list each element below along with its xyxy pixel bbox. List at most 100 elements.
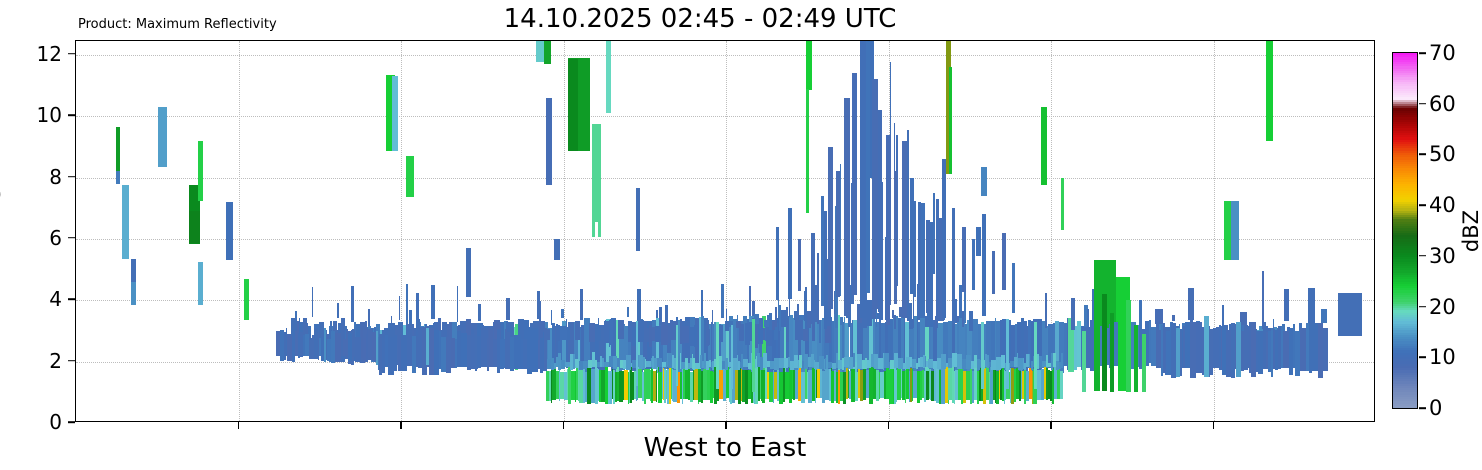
colorbar-segment xyxy=(1393,245,1417,249)
colorbar-segment xyxy=(1393,291,1417,295)
reflectivity-column xyxy=(477,322,483,347)
reflectivity-column xyxy=(949,67,952,175)
reflectivity-column xyxy=(1338,292,1362,336)
reflectivity-column xyxy=(636,188,640,252)
reflectivity-column xyxy=(1261,270,1264,329)
reflectivity-column xyxy=(792,317,799,381)
reflectivity-column xyxy=(962,310,964,328)
reflectivity-column xyxy=(1041,321,1047,369)
reflectivity-column xyxy=(748,285,751,317)
reflectivity-column xyxy=(1051,368,1054,404)
reflectivity-column xyxy=(779,371,783,404)
reflectivity-column xyxy=(798,355,803,369)
colorbar-segment xyxy=(1393,154,1417,158)
reflectivity-column xyxy=(792,369,794,399)
reflectivity-column xyxy=(710,362,712,368)
reflectivity-column xyxy=(784,358,788,369)
reflectivity-column xyxy=(131,258,136,282)
reflectivity-column xyxy=(866,41,874,178)
reflectivity-column xyxy=(764,324,767,342)
colorbar-tick-mark xyxy=(1419,153,1426,156)
colorbar-segment xyxy=(1393,353,1417,357)
reflectivity-column xyxy=(1054,320,1059,371)
reflectivity-column xyxy=(919,317,926,379)
reflectivity-column xyxy=(973,355,977,369)
reflectivity-column xyxy=(741,369,745,402)
colorbar-segment xyxy=(1393,180,1417,184)
colorbar-segment xyxy=(1393,238,1417,242)
reflectivity-column xyxy=(343,338,347,356)
reflectivity-column xyxy=(367,328,373,361)
reflectivity-column xyxy=(872,315,876,380)
reflectivity-column xyxy=(303,335,305,356)
reflectivity-column xyxy=(735,367,738,401)
colorbar-segment xyxy=(1393,92,1417,96)
y-tick-mark xyxy=(68,114,75,116)
reflectivity-column xyxy=(634,370,636,399)
reflectivity-column xyxy=(1041,361,1047,367)
reflectivity-column xyxy=(918,322,920,378)
reflectivity-column xyxy=(761,366,763,402)
reflectivity-column xyxy=(917,358,920,368)
colorbar-segment xyxy=(1393,380,1417,384)
reflectivity-column xyxy=(710,322,713,376)
reflectivity-column xyxy=(958,316,965,375)
y-tick-label: 4 xyxy=(49,287,62,312)
colorbar-tick-label: 10 xyxy=(1429,345,1456,370)
reflectivity-column xyxy=(297,321,300,340)
reflectivity-column xyxy=(1309,325,1313,374)
reflectivity-column xyxy=(551,358,555,370)
reflectivity-column xyxy=(963,370,967,403)
reflectivity-column xyxy=(1030,360,1033,371)
reflectivity-column xyxy=(818,320,822,343)
y-tick-mark xyxy=(68,237,75,239)
reflectivity-column xyxy=(1014,356,1018,368)
reflectivity-column xyxy=(1274,329,1278,371)
reflectivity-column xyxy=(1029,368,1033,399)
colorbar-segment xyxy=(1393,118,1417,122)
reflectivity-column xyxy=(677,356,680,370)
reflectivity-column xyxy=(244,278,249,321)
colorbar-segment xyxy=(1393,367,1417,371)
reflectivity-column xyxy=(617,371,620,402)
reflectivity-column xyxy=(817,253,819,325)
colorbar-segment xyxy=(1393,378,1417,382)
reflectivity-column xyxy=(613,356,617,370)
y-tick-label: 0 xyxy=(49,410,62,434)
reflectivity-column xyxy=(845,323,850,381)
reflectivity-column xyxy=(488,329,494,368)
colorbar-segment xyxy=(1393,165,1417,169)
reflectivity-column xyxy=(506,298,510,321)
reflectivity-column xyxy=(407,329,413,367)
colorbar-segment xyxy=(1393,163,1417,167)
reflectivity-column xyxy=(549,370,552,401)
gridline-horizontal xyxy=(76,177,1374,180)
reflectivity-column xyxy=(772,370,775,404)
reflectivity-column xyxy=(517,318,524,347)
reflectivity-column xyxy=(460,321,467,341)
reflectivity-column xyxy=(825,355,828,369)
colorbar-segment xyxy=(1393,358,1417,362)
reflectivity-column xyxy=(637,320,644,343)
reflectivity-column xyxy=(328,328,331,348)
reflectivity-column xyxy=(1195,322,1203,373)
reflectivity-column xyxy=(925,316,928,327)
y-tick-mark xyxy=(68,53,75,55)
reflectivity-column xyxy=(992,251,995,294)
reflectivity-column xyxy=(1059,362,1061,370)
reflectivity-column xyxy=(431,285,435,319)
reflectivity-column xyxy=(399,296,401,321)
reflectivity-column xyxy=(776,226,779,300)
reflectivity-column xyxy=(379,333,383,375)
reflectivity-column xyxy=(687,363,691,369)
reflectivity-column xyxy=(591,369,595,404)
reflectivity-column xyxy=(713,322,718,376)
reflectivity-column xyxy=(688,369,690,401)
reflectivity-column xyxy=(844,97,850,317)
y-tick-label: 8 xyxy=(49,164,62,189)
colorbar-segment xyxy=(1393,158,1417,162)
reflectivity-column xyxy=(986,355,989,368)
colorbar-segment xyxy=(1393,185,1417,189)
reflectivity-column xyxy=(698,369,701,402)
reflectivity-column xyxy=(1161,324,1164,377)
